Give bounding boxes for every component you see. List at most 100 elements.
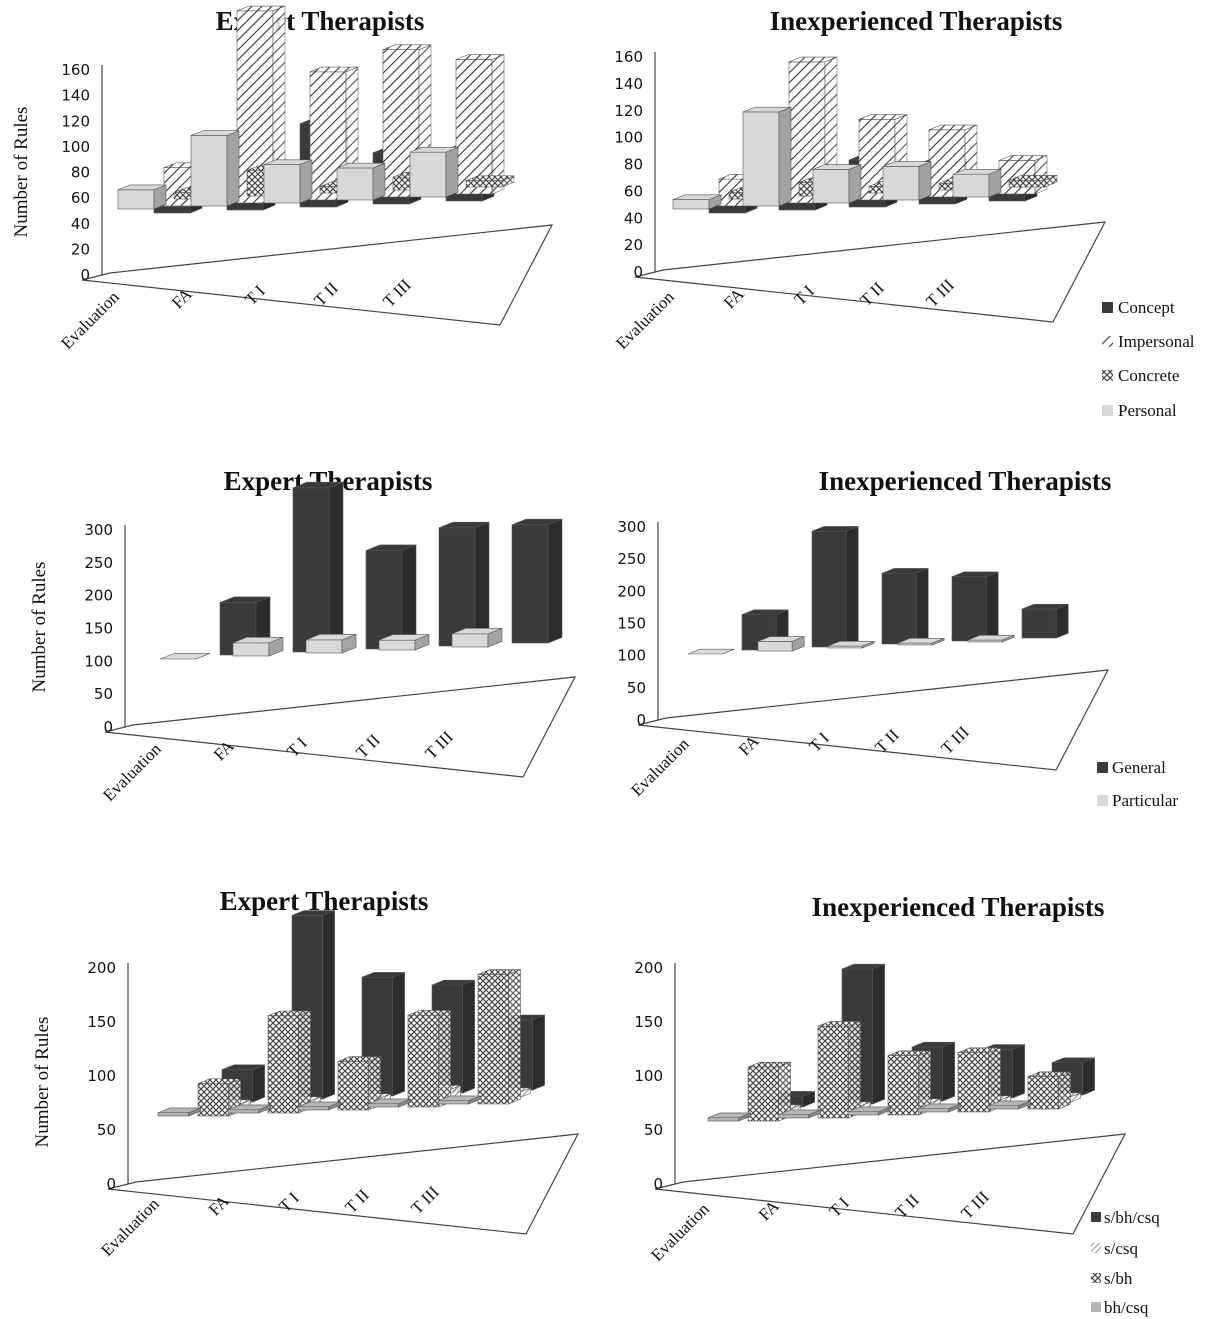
bar-sbh-tii bbox=[407, 1009, 451, 1108]
y-tick-label: 100 bbox=[87, 1067, 116, 1085]
category-label: T I bbox=[283, 733, 311, 761]
legend-swatch-concrete bbox=[1102, 370, 1113, 381]
y-tick-label: 100 bbox=[634, 1067, 663, 1085]
category-label: T I bbox=[241, 281, 269, 309]
y-tick-label: 160 bbox=[61, 61, 90, 79]
y-tick-label: 50 bbox=[644, 1121, 663, 1139]
panel-4-axes bbox=[637, 522, 1110, 771]
bar-general-tii bbox=[438, 521, 490, 647]
y-tick-label: 100 bbox=[614, 129, 643, 147]
panel-1-ylabel: Number of Rules bbox=[11, 107, 32, 238]
category-label: T II bbox=[856, 278, 888, 310]
category-label: Evaluation bbox=[647, 1199, 713, 1265]
legend-3: s/bh/csq s/csq s/bh bh/csq bbox=[1091, 1208, 1160, 1317]
panel-5-y-ticks: 0 50 100 150 200 bbox=[87, 959, 116, 1193]
y-tick-label: 0 bbox=[653, 1175, 663, 1193]
y-tick-label: 150 bbox=[634, 1013, 663, 1031]
bar-general-tii bbox=[951, 571, 999, 642]
legend-swatch-bh-csq bbox=[1091, 1302, 1101, 1312]
y-tick-label: 80 bbox=[71, 164, 90, 182]
panel-3-categories: Evaluation FA T I T II T III bbox=[99, 727, 457, 805]
bar-general-fa bbox=[811, 525, 859, 648]
bar-general-tiii bbox=[1021, 603, 1069, 639]
floor-plane bbox=[104, 676, 577, 778]
bar-particular-tii bbox=[378, 634, 430, 651]
bar-general-ti bbox=[365, 544, 417, 650]
legend-label-bh-csq: bh/csq bbox=[1104, 1298, 1149, 1317]
legend-label-concept: Concept bbox=[1118, 298, 1175, 317]
y-tick-label: 150 bbox=[617, 615, 646, 633]
category-label: T I bbox=[805, 728, 833, 756]
y-tick-label: 140 bbox=[61, 87, 90, 105]
panel-5-bars bbox=[157, 910, 545, 1117]
panel-4: Inexperienced Therapists 0 50 100 150 200 250… bbox=[617, 466, 1178, 810]
y-tick-label: 300 bbox=[617, 518, 646, 536]
y-tick-label: 150 bbox=[84, 620, 113, 638]
category-label: FA bbox=[735, 731, 763, 759]
bar-bhcsq-tiii bbox=[437, 1095, 481, 1105]
y-tick-label: 250 bbox=[617, 550, 646, 568]
panel-2-y-ticks: 0 20 40 60 80 100 120 140 160 bbox=[614, 48, 643, 281]
legend-swatch-s-csq bbox=[1091, 1243, 1101, 1253]
legend-swatch-concept bbox=[1102, 302, 1113, 313]
legend-swatch-s-bh bbox=[1091, 1273, 1101, 1283]
bar-bhcsq-ti bbox=[847, 1106, 891, 1116]
bar-sbh-tiii bbox=[1027, 1071, 1071, 1110]
panel-6-title: Inexperienced Therapists bbox=[812, 892, 1105, 922]
panel-4-y-ticks: 0 50 100 150 200 250 300 bbox=[617, 518, 646, 729]
bar-impersonal-fa bbox=[236, 5, 286, 204]
panel-6-bars bbox=[707, 963, 1095, 1122]
bar-general-tiii bbox=[511, 518, 563, 644]
y-tick-label: 40 bbox=[71, 215, 90, 233]
panel-2-bars bbox=[672, 56, 1058, 214]
floor-plane bbox=[654, 1133, 1127, 1235]
legend-label-s-bh-csq: s/bh/csq bbox=[1104, 1208, 1160, 1227]
panel-1-bars bbox=[117, 5, 515, 214]
category-label: T I bbox=[790, 281, 818, 309]
category-label: T I bbox=[275, 1188, 303, 1216]
panel-3-bars bbox=[159, 481, 563, 660]
panel-2: Inexperienced Therapists 0 20 40 60 80 100 120… bbox=[612, 6, 1194, 420]
bar-personal-evaluation bbox=[672, 194, 722, 210]
bar-particular-tiii bbox=[967, 634, 1015, 643]
bar-bhcsq-evaluation bbox=[707, 1112, 751, 1122]
y-tick-label: 200 bbox=[617, 582, 646, 600]
category-label: T III bbox=[937, 722, 973, 758]
category-label: Evaluation bbox=[627, 734, 693, 800]
floor-plane bbox=[634, 221, 1107, 323]
bar-bhcsq-evaluation bbox=[157, 1107, 201, 1117]
category-label: Evaluation bbox=[612, 287, 678, 353]
panel-6: Inexperienced Therapists 0 50 100 150 200 Ev… bbox=[634, 892, 1160, 1317]
panel-3: Expert Therapists Number of Rules 050100… bbox=[29, 466, 577, 805]
y-tick-label: 20 bbox=[71, 240, 90, 258]
legend-swatch-impersonal bbox=[1102, 336, 1113, 347]
bar-particular-evaluation bbox=[159, 653, 211, 660]
category-label: FA bbox=[168, 284, 196, 312]
panel-6-y-ticks: 0 50 100 150 200 bbox=[634, 959, 663, 1193]
bar-concrete-tiii bbox=[1008, 175, 1058, 188]
legend-label-particular: Particular bbox=[1112, 791, 1178, 810]
y-tick-label: 0 bbox=[636, 711, 646, 729]
bar-personal-fa bbox=[742, 106, 792, 207]
y-tick-label: 60 bbox=[624, 182, 643, 200]
panel-3-axes bbox=[104, 525, 577, 778]
y-tick-label: 150 bbox=[87, 1013, 116, 1031]
y-tick-label: 60 bbox=[71, 189, 90, 207]
bar-bhcsq-fa bbox=[227, 1104, 271, 1114]
y-tick-label: 100 bbox=[84, 652, 113, 670]
bar-general-fa bbox=[292, 481, 344, 653]
bar-sbh-evaluation bbox=[197, 1078, 241, 1117]
category-label: Evaluation bbox=[99, 739, 165, 805]
legend-swatch-particular bbox=[1097, 795, 1108, 806]
bar-sbh-evaluation bbox=[747, 1061, 791, 1122]
bar-sbh-tiii bbox=[477, 969, 521, 1105]
panel-5: Expert Therapists Number of Rules 050100… bbox=[32, 886, 580, 1260]
category-label: FA bbox=[210, 736, 238, 764]
panel-5-ylabel: Number of Rules bbox=[32, 1017, 53, 1148]
y-tick-label: 50 bbox=[627, 679, 646, 697]
y-tick-label: 120 bbox=[614, 102, 643, 120]
panel-1-axes bbox=[81, 65, 554, 326]
legend-2: General Particular bbox=[1097, 758, 1178, 810]
